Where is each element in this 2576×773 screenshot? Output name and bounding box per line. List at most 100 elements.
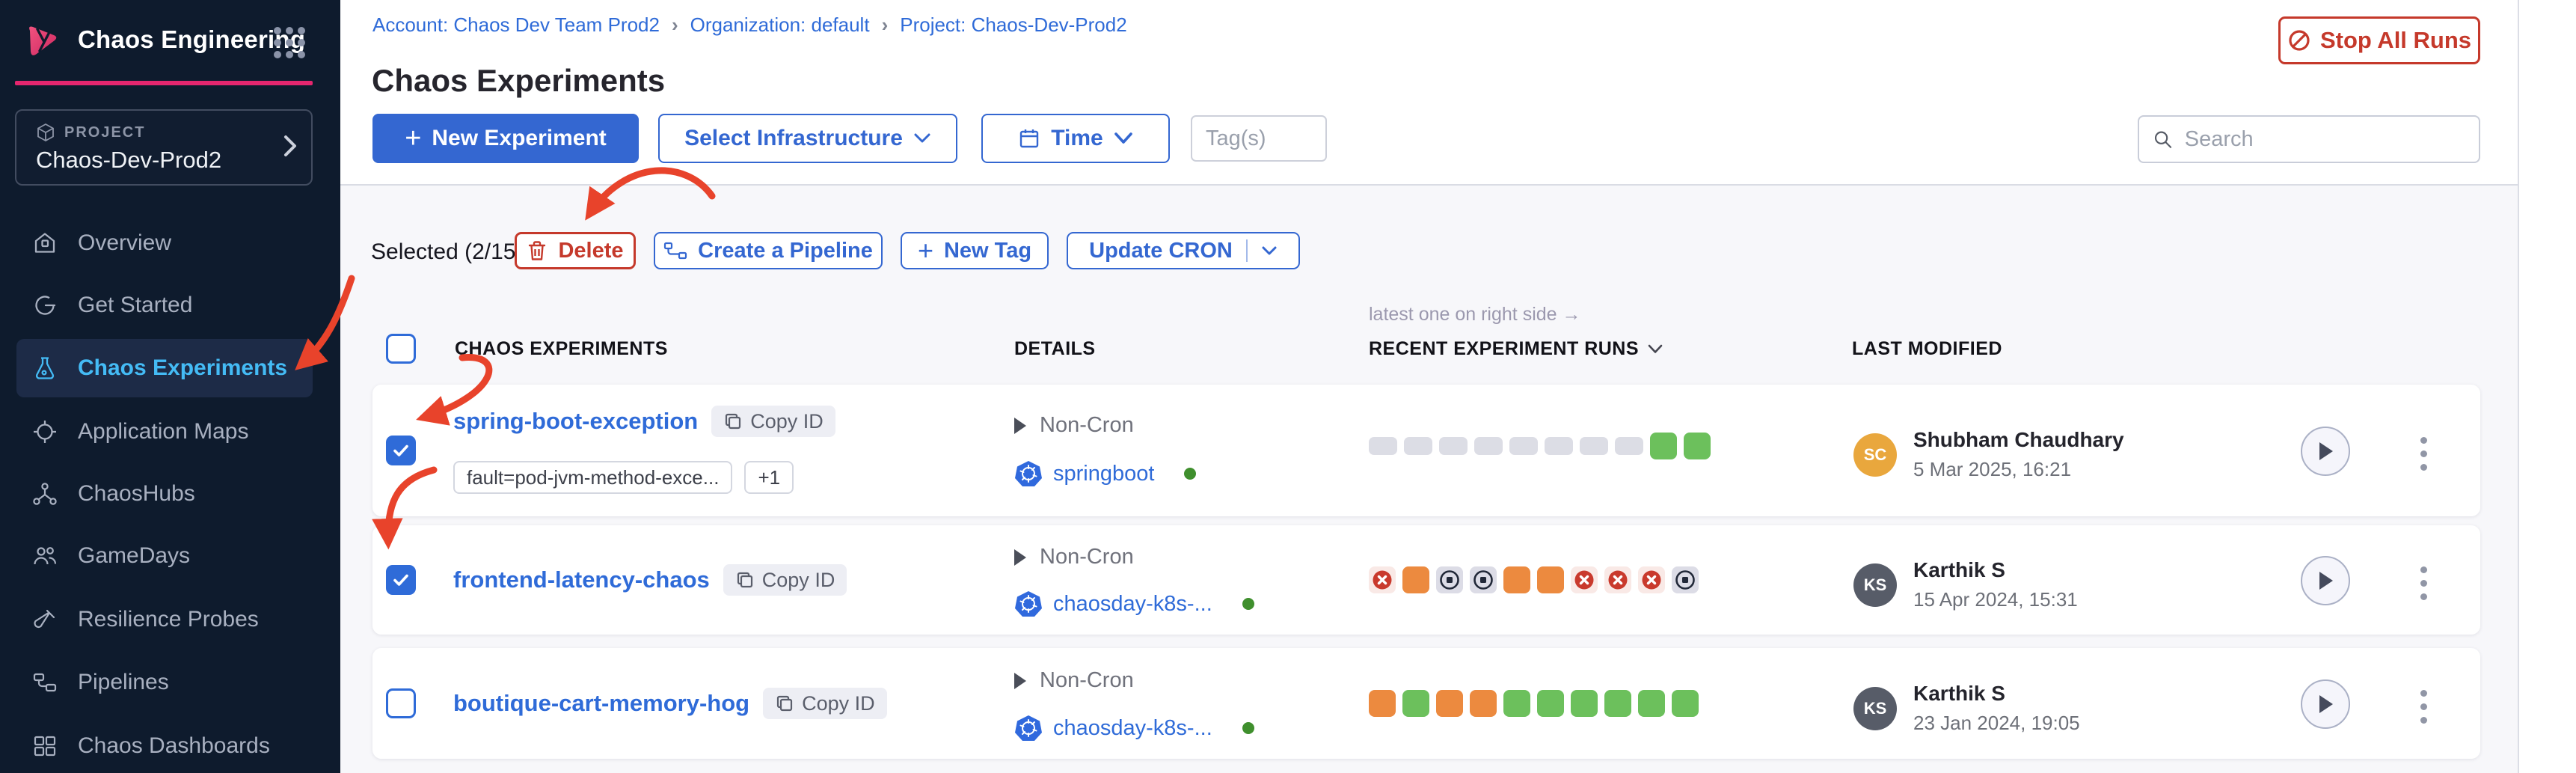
new-tag-button[interactable]: + New Tag <box>901 232 1049 269</box>
sidebar-item-label: ChaosHubs <box>78 481 195 506</box>
run-indicator-warn[interactable] <box>1537 566 1564 593</box>
dashboard-icon <box>34 736 56 757</box>
run-indicator-passed[interactable] <box>1537 690 1564 717</box>
experiment-name-link[interactable]: spring-boot-exception <box>453 408 699 434</box>
create-pipeline-button[interactable]: Create a Pipeline <box>654 232 883 269</box>
run-indicator-passed[interactable] <box>1604 690 1631 717</box>
page-title: Chaos Experiments <box>372 63 666 99</box>
copy-id-button[interactable]: Copy ID <box>711 406 835 437</box>
run-indicator-warn[interactable] <box>1436 690 1463 717</box>
run-indicator-failed[interactable] <box>1638 566 1665 593</box>
sidebar-item-label: Overview <box>78 230 172 255</box>
modified-date: 23 Jan 2024, 19:05 <box>1913 712 2080 734</box>
project-selector[interactable]: PROJECT Chaos-Dev-Prod2 <box>15 109 313 186</box>
module-grid-icon[interactable] <box>274 27 305 58</box>
last-modified-cell: SC Shubham Chaudhary 5 Mar 2025, 16:21 <box>1853 428 2124 481</box>
run-indicator-failed[interactable] <box>1571 566 1598 593</box>
breadcrumb-project-link[interactable]: Project: Chaos-Dev-Prod2 <box>900 13 1127 36</box>
sidebar-item-gamedays[interactable]: GameDays <box>16 527 313 585</box>
run-indicator-warn[interactable] <box>1503 566 1530 593</box>
update-cron-dropdown[interactable]: Update CRON <box>1067 232 1300 269</box>
experiment-tag-more[interactable]: +1 <box>744 461 794 494</box>
kubernetes-icon <box>1015 461 1042 486</box>
run-indicator-passed[interactable] <box>1650 433 1677 459</box>
infrastructure-link[interactable]: chaosday-k8s-... <box>1053 591 1212 616</box>
run-indicator-warn[interactable] <box>1369 690 1396 717</box>
run-indicator-passed[interactable] <box>1402 690 1429 717</box>
select-infrastructure-dropdown[interactable]: Select Infrastructure <box>658 114 957 163</box>
stop-icon <box>2289 30 2310 51</box>
run-experiment-button[interactable] <box>2301 556 2350 605</box>
copy-id-button[interactable]: Copy ID <box>763 688 887 719</box>
run-indicator-queued[interactable] <box>1545 437 1573 455</box>
sidebar-item-chaos-dashboards[interactable]: Chaos Dashboards <box>16 717 313 773</box>
column-header-recent-runs[interactable]: RECENT EXPERIMENT RUNS <box>1369 338 1663 360</box>
calendar-icon <box>1020 129 1039 148</box>
breadcrumb-separator: › <box>881 13 889 36</box>
breadcrumb-org-link[interactable]: Organization: default <box>690 13 870 36</box>
selected-count-label: Selected (2/15) <box>371 239 524 264</box>
run-indicator-passed[interactable] <box>1672 690 1699 717</box>
sidebar-item-overview[interactable]: Overview <box>16 214 313 272</box>
infrastructure-link[interactable]: springboot <box>1053 461 1155 486</box>
run-indicator-warn[interactable] <box>1470 690 1497 717</box>
kubernetes-icon <box>1015 715 1042 741</box>
sidebar-item-application-maps[interactable]: Application Maps <box>16 403 313 461</box>
project-label: PROJECT <box>64 123 146 141</box>
select-all-checkbox[interactable] <box>386 334 416 364</box>
row-checkbox[interactable] <box>386 436 416 465</box>
delete-button[interactable]: Delete <box>515 232 636 269</box>
row-menu-button[interactable] <box>2416 685 2432 728</box>
run-indicator-failed[interactable] <box>1369 566 1396 593</box>
run-indicator-passed[interactable] <box>1571 690 1598 717</box>
run-indicator-queued[interactable] <box>1580 437 1608 455</box>
run-indicator-queued[interactable] <box>1615 437 1643 455</box>
row-menu-button[interactable] <box>2416 433 2432 475</box>
sidebar-item-chaoshubs[interactable]: ChaosHubs <box>16 465 313 523</box>
breadcrumb-account-link[interactable]: Account: Chaos Dev Team Prod2 <box>372 13 660 36</box>
experiment-name-link[interactable]: frontend-latency-chaos <box>453 566 710 593</box>
infrastructure-link[interactable]: chaosday-k8s-... <box>1053 715 1212 740</box>
recent-runs-cell <box>1369 566 1699 593</box>
run-indicator-stopped[interactable] <box>1470 566 1497 593</box>
run-indicator-stopped[interactable] <box>1672 566 1699 593</box>
tags-filter-input[interactable] <box>1191 115 1327 162</box>
run-indicator-warn[interactable] <box>1402 566 1429 593</box>
expand-triangle-icon[interactable] <box>1014 549 1026 566</box>
modified-date: 15 Apr 2024, 15:31 <box>1913 588 2078 611</box>
experiment-name-link[interactable]: boutique-cart-memory-hog <box>453 690 750 716</box>
run-indicator-stopped[interactable] <box>1436 566 1463 593</box>
run-indicator-passed[interactable] <box>1684 433 1711 459</box>
expand-triangle-icon[interactable] <box>1014 417 1026 434</box>
time-filter-dropdown[interactable]: Time <box>981 114 1170 163</box>
row-checkbox[interactable] <box>386 565 416 595</box>
trash-icon <box>529 241 546 260</box>
run-indicator-queued[interactable] <box>1509 437 1538 455</box>
sidebar-item-pipelines[interactable]: Pipelines <box>16 653 313 712</box>
sidebar-item-label: Pipelines <box>78 670 169 694</box>
run-indicator-queued[interactable] <box>1439 437 1468 455</box>
expand-triangle-icon[interactable] <box>1014 672 1026 689</box>
row-checkbox[interactable] <box>386 688 416 718</box>
sidebar-item-chaos-experiments[interactable]: Chaos Experiments <box>16 339 313 397</box>
breadcrumb-separator: › <box>671 13 678 36</box>
experiment-row: frontend-latency-chaos Copy ID Non-Cron <box>372 525 2480 635</box>
run-indicator-queued[interactable] <box>1474 437 1503 455</box>
copy-id-button[interactable]: Copy ID <box>723 564 847 596</box>
run-indicator-failed[interactable] <box>1604 566 1631 593</box>
recent-runs-cell <box>1369 433 1711 459</box>
row-menu-button[interactable] <box>2416 562 2432 605</box>
run-indicator-queued[interactable] <box>1404 437 1432 455</box>
sidebar-item-resilience-probes[interactable]: Resilience Probes <box>16 590 313 649</box>
sidebar-item-get-started[interactable]: Get Started <box>16 276 313 334</box>
search-input[interactable] <box>2183 126 2465 153</box>
stop-all-runs-button[interactable]: Stop All Runs <box>2278 16 2480 64</box>
modifier-name: Shubham Chaudhary <box>1913 428 2124 451</box>
run-experiment-button[interactable] <box>2301 427 2350 476</box>
run-experiment-button[interactable] <box>2301 679 2350 729</box>
run-indicator-passed[interactable] <box>1638 690 1665 717</box>
run-indicator-queued[interactable] <box>1369 437 1397 455</box>
new-experiment-button[interactable]: + New Experiment <box>372 114 639 163</box>
run-indicator-passed[interactable] <box>1503 690 1530 717</box>
sidebar: Chaos Engineering PROJECT Chaos-Dev-Prod… <box>0 0 340 773</box>
